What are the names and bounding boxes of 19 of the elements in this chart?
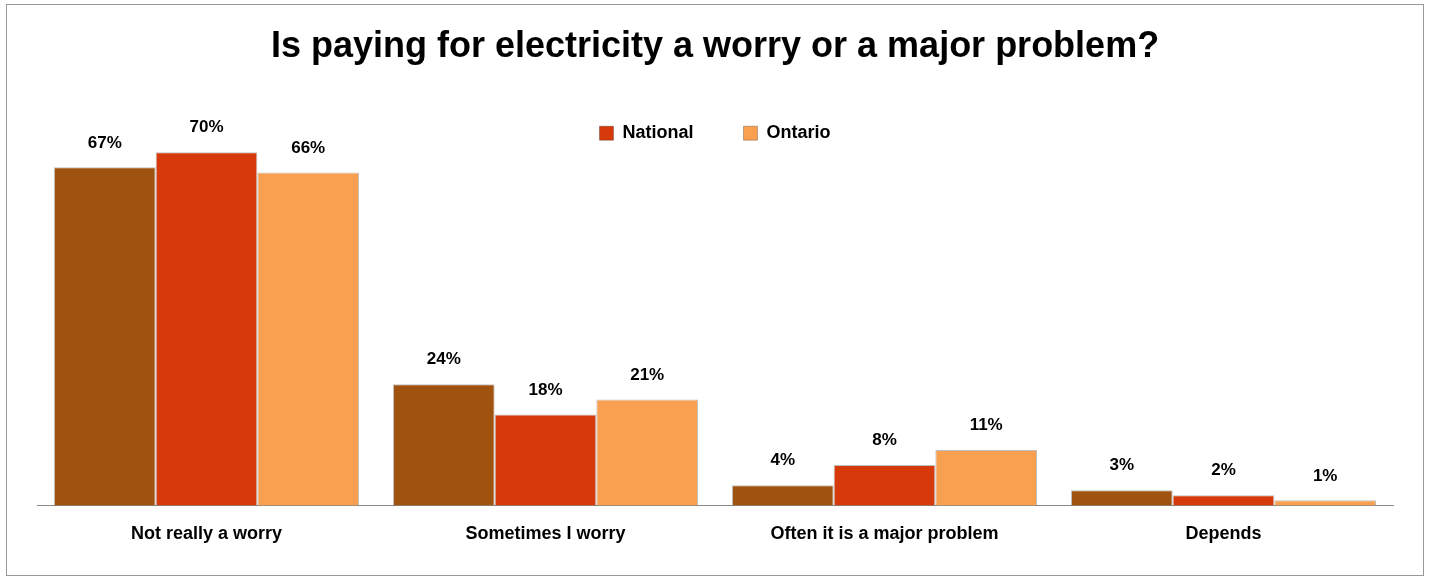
data-label: 2% — [1211, 460, 1236, 480]
data-label: 18% — [528, 379, 563, 399]
data-label: 1% — [1312, 465, 1338, 485]
legend-label: National — [622, 122, 694, 143]
x-tick-label: Sometimes I worry — [465, 523, 626, 544]
data-label: 24% — [426, 349, 461, 369]
data-label: 11% — [969, 415, 1003, 435]
data-label: 3% — [1109, 455, 1135, 475]
data-label: 67% — [87, 132, 122, 152]
data-label: 8% — [872, 430, 897, 450]
data-label: 66% — [291, 137, 326, 157]
legend-label: Ontario — [766, 122, 831, 143]
x-tick-label: Depends — [1185, 523, 1262, 544]
data-label: 4% — [770, 450, 796, 470]
x-tick-label: Often it is a major problem — [770, 523, 999, 544]
data-label: 70% — [189, 117, 224, 137]
chart-title: Is paying for electricity a worry or a major problem? — [270, 23, 1160, 65]
x-tick-label: Not really a worry — [130, 523, 283, 544]
data-label: 21% — [630, 364, 665, 384]
